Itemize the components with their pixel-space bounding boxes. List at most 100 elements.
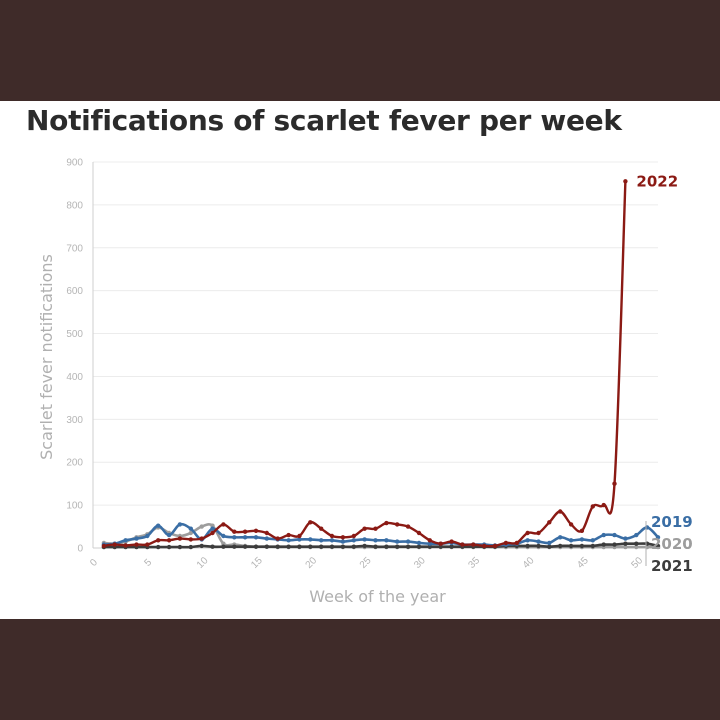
series-labels: 2022 2019 2020 2021: [636, 172, 692, 575]
series-2022-point: [264, 530, 269, 536]
y-tick-label: 700: [66, 243, 83, 254]
series-2021-point: [221, 544, 226, 549]
series-2019-point: [536, 539, 541, 544]
series-2021-point: [329, 544, 335, 549]
series-2021-point: [210, 544, 215, 549]
series-lines: [101, 179, 661, 550]
series-2019-point: [134, 536, 139, 541]
series-2022-point: [221, 522, 226, 527]
y-tick-label: 800: [66, 200, 83, 211]
series-2022-point: [612, 481, 617, 486]
series-2019-point: [362, 537, 367, 542]
series-2022-point: [514, 540, 519, 546]
series-2022-point: [395, 522, 400, 527]
series-2022-point: [351, 533, 356, 539]
series-2022-point: [166, 538, 172, 543]
series-2022-point: [145, 542, 150, 547]
series-2021-point: [232, 544, 237, 549]
series-2022-point: [134, 542, 139, 547]
y-tick-label: 100: [66, 501, 83, 512]
series-2021-point: [416, 544, 422, 549]
series-2022-point: [340, 535, 346, 540]
series-2020-point: [623, 544, 628, 550]
series-2021-point: [558, 543, 563, 549]
series-2021-point: [547, 544, 552, 549]
series-2021-point: [395, 544, 400, 549]
y-tick-label: 200: [66, 458, 83, 469]
series-2019-point: [427, 541, 432, 546]
series-2021-point: [319, 544, 324, 549]
series-2019-point: [558, 535, 563, 540]
series-2022-point: [384, 520, 389, 526]
series-2019-point: [601, 532, 606, 538]
series-2022-point: [405, 524, 411, 529]
series-2021-point: [655, 543, 661, 549]
series-2019-point: [395, 539, 400, 544]
series-2021-point: [405, 544, 411, 549]
series-2022-point: [427, 538, 432, 543]
series-2021-point: [579, 543, 585, 549]
y-tick-label: 500: [66, 329, 83, 340]
series-2019-point: [416, 540, 422, 546]
series-2019-point: [177, 522, 183, 527]
series-2021-point: [634, 541, 639, 546]
series-2022-point: [308, 520, 313, 525]
x-tick-label: 0: [88, 557, 100, 569]
series-2022-point: [242, 529, 248, 534]
y-tick-label: 300: [66, 415, 83, 426]
series-2019-point: [634, 532, 639, 538]
series-2021-point: [373, 544, 378, 549]
series-2019-point: [297, 537, 302, 542]
series-2021-line: [102, 542, 660, 549]
series-2019-point: [242, 535, 248, 540]
x-tick-label: 35: [467, 555, 483, 571]
series-2022-point: [525, 530, 530, 536]
series-2022-point: [623, 179, 628, 184]
series-2019-point: [612, 532, 617, 538]
series-2019-point: [232, 535, 237, 540]
series-2021-point: [612, 542, 617, 547]
x-tick-label: 40: [521, 555, 537, 571]
series-2021-point: [253, 544, 259, 549]
series-2020-point: [634, 544, 639, 550]
series-2022-point: [188, 537, 193, 542]
series-2022-point: [210, 530, 215, 536]
series-2022-point: [492, 543, 498, 549]
series-2022-point: [503, 540, 509, 546]
series-2021-point: [601, 542, 606, 547]
series-2020-point: [199, 524, 204, 529]
series-2022-point: [482, 543, 487, 549]
series-2021-point: [286, 544, 291, 549]
x-tick-label: 25: [358, 555, 374, 571]
series-2019-point: [623, 536, 628, 541]
series-2021-point: [308, 544, 313, 549]
y-tick-label: 400: [66, 372, 83, 383]
series-2022-point: [590, 504, 595, 509]
series-2019-point: [123, 538, 128, 543]
x-tick-label: 45: [575, 555, 591, 571]
y-tick-label: 0: [77, 544, 83, 555]
series-2022-point: [297, 533, 302, 539]
series-2021-point: [340, 544, 346, 549]
series-2022-point: [416, 530, 422, 536]
series-2019-line: [102, 522, 660, 547]
x-tick-label: 20: [304, 555, 320, 571]
series-2021-point: [525, 543, 530, 549]
series-2022-point: [232, 529, 237, 534]
y-axis-title: Scarlet fever notifications: [37, 254, 56, 460]
series-2022-point: [601, 502, 606, 508]
series-2019-point: [308, 537, 313, 542]
series-2019-point: [264, 536, 269, 541]
series-2019-point: [384, 538, 389, 543]
series-2021-point: [264, 544, 269, 549]
x-tick-label: 15: [249, 555, 265, 571]
series-2021-point: [590, 543, 595, 549]
series-2021-point: [449, 544, 454, 549]
series-2021-point: [536, 543, 541, 549]
series-label-2022: 2022: [636, 172, 678, 190]
series-2022-point: [112, 542, 117, 547]
series-2021-point: [351, 544, 356, 549]
series-2019-point: [590, 538, 595, 543]
series-2021-point: [623, 541, 628, 546]
series-2021-point: [166, 544, 172, 550]
